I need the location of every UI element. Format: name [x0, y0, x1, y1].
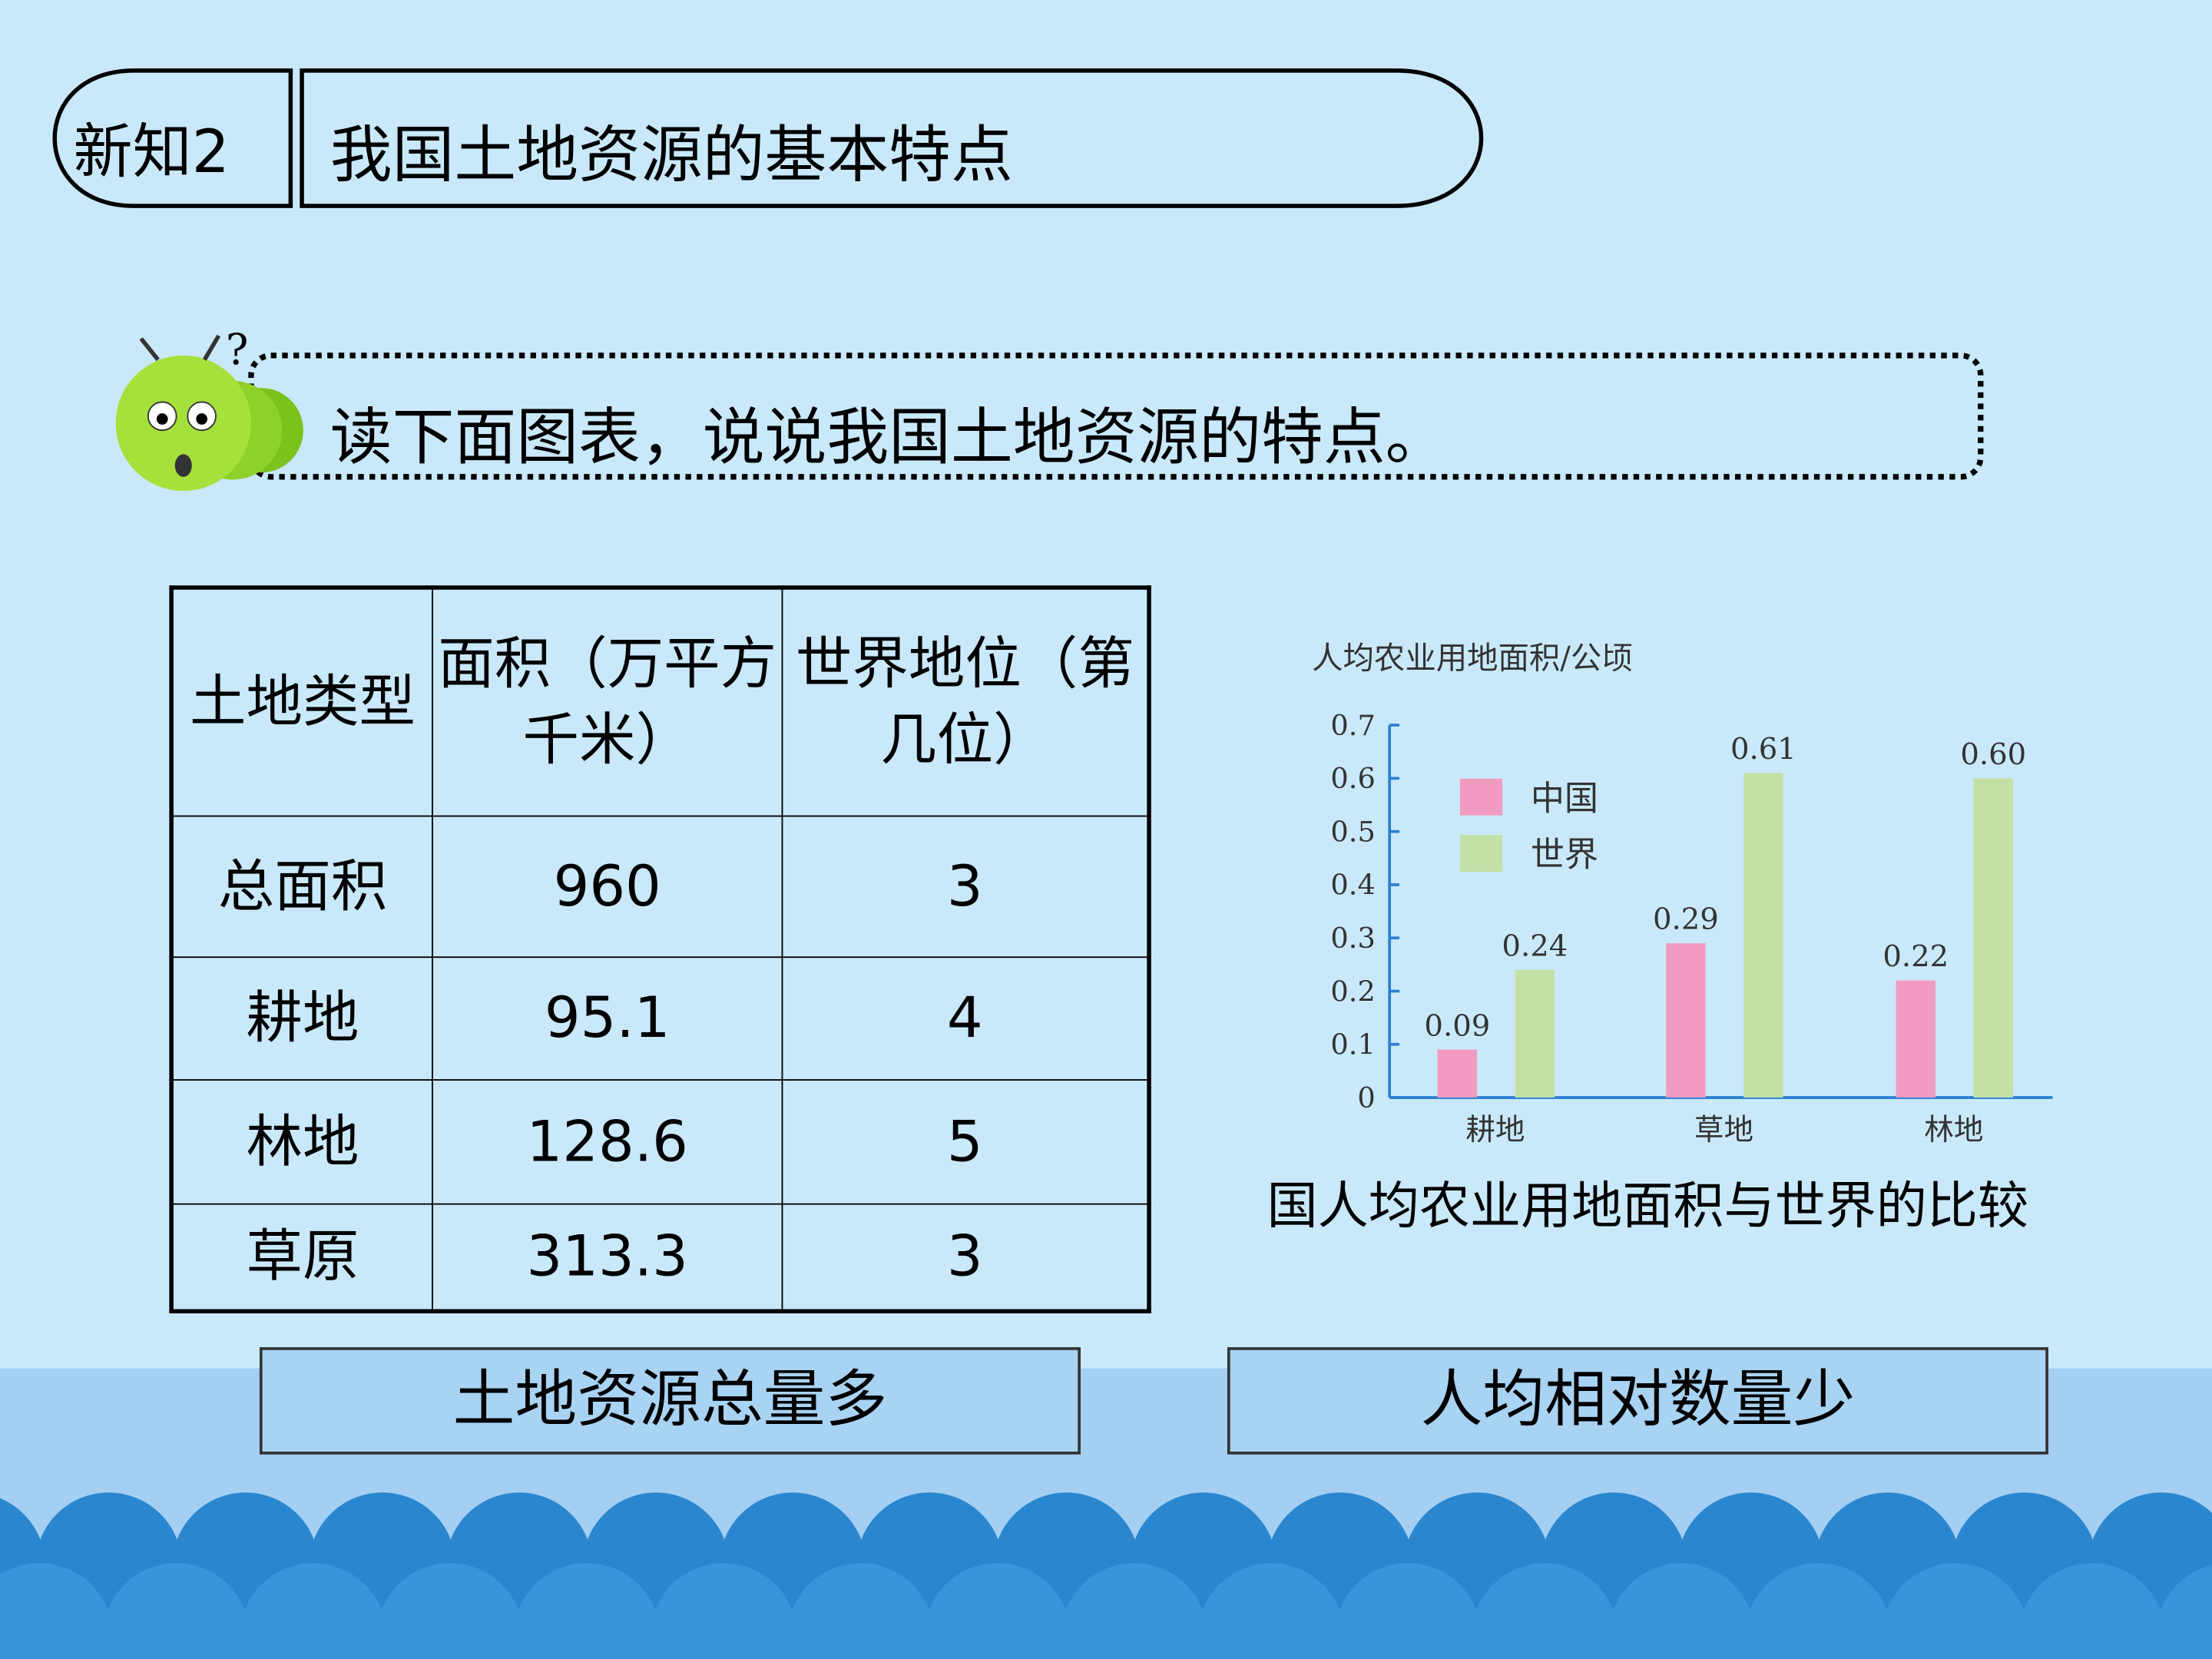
prompt: 读下面图表，说说我国土地资源的特点。 — [329, 402, 1448, 475]
value-label: 0.29 — [1653, 902, 1719, 937]
value-label: 0.61 — [1730, 732, 1796, 767]
value-label: 0.09 — [1424, 1008, 1490, 1043]
bar — [1437, 1049, 1478, 1098]
y-tick-label: 0.3 — [1330, 922, 1375, 955]
table-cell: 960 — [432, 815, 783, 959]
answer: 土地资源总量多 — [259, 1347, 1081, 1455]
table-cell: 总面积 — [171, 815, 433, 959]
table-cell: 世界地位（第几位） — [781, 587, 1150, 817]
y-tick-label: 0.1 — [1330, 1028, 1375, 1061]
legend-swatch — [1460, 835, 1503, 873]
badge: 新知2 — [73, 117, 230, 187]
table-cell: 草原 — [171, 1203, 433, 1313]
table-row: 总面积 960 3 — [171, 815, 1150, 959]
table-cell: 土地类型 — [171, 587, 433, 817]
y-axis-label: 人均农业用地面积/公顷 — [1312, 640, 1633, 677]
table-cell: 95.1 — [432, 956, 783, 1081]
title: 我国土地资源的基本特点 — [329, 120, 1013, 192]
table-row: 草原 313.3 3 — [171, 1203, 1150, 1313]
y-tick-label: 0.7 — [1330, 709, 1375, 742]
table-cell: 面积（万平方千米） — [432, 587, 783, 817]
bar — [1973, 778, 2014, 1098]
table-cell: 128.6 — [432, 1079, 783, 1205]
table-cell: 313.3 — [432, 1203, 783, 1313]
data-table: 土地类型 面积（万平方千米） 世界地位（第几位） 总面积 960 3 耕地 95.1 4 林地 12… — [169, 585, 1151, 1314]
value-label: 0.22 — [1883, 939, 1949, 974]
y-tick-label: 0 — [1357, 1081, 1375, 1114]
chart-caption: 中国人均农业用地面积与世界的比较 — [1270, 1176, 2028, 1235]
table-cell: 5 — [781, 1079, 1150, 1205]
table-row: 耕地 95.1 4 — [171, 956, 1150, 1081]
x-tick-label: 耕地 — [1465, 1113, 1525, 1147]
table-row: 林地 128.6 5 — [171, 1079, 1150, 1205]
bar — [1896, 980, 1936, 1098]
value-label: 0.24 — [1502, 929, 1568, 963]
chart: 人均农业用地面积/公顷 0 0.1 0.2 0.3 0.4 0.5 0.6 0.7 0.09 0.2… — [1270, 640, 2053, 1235]
value-label: 0.60 — [1960, 737, 2026, 772]
bar — [1515, 969, 1555, 1098]
table-cell: 4 — [781, 956, 1150, 1081]
x-tick-label: 草地 — [1694, 1113, 1753, 1147]
answer: 人均相对数量少 — [1227, 1347, 2048, 1455]
bar — [1666, 943, 1706, 1098]
legend-label: 世界 — [1531, 836, 1598, 875]
table-cell: 林地 — [171, 1079, 433, 1205]
y-tick-label: 0.2 — [1330, 975, 1375, 1008]
y-tick-label: 0.4 — [1330, 869, 1375, 902]
legend-label: 中国 — [1531, 779, 1598, 818]
legend-swatch — [1460, 778, 1503, 816]
x-tick-label: 林地 — [1924, 1113, 1983, 1147]
bar — [1743, 773, 1783, 1098]
table-row: 土地类型 面积（万平方千米） 世界地位（第几位） — [171, 587, 1150, 817]
table-cell: 耕地 — [171, 956, 433, 1081]
y-tick-label: 0.6 — [1330, 762, 1375, 795]
caterpillar-icon: ? — [115, 325, 303, 492]
y-tick-label: 0.5 — [1330, 815, 1375, 848]
table-cell: 3 — [781, 1203, 1150, 1313]
svg-text:?: ? — [226, 325, 249, 374]
table-cell: 3 — [781, 815, 1150, 959]
